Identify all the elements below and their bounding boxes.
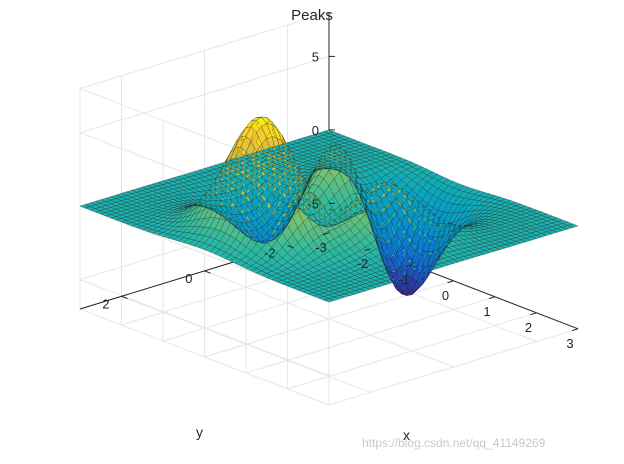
x-tick-mark [405,264,413,268]
z-tick-label: -5 [307,196,319,211]
x-tick-label: 1 [483,304,490,319]
x-axis-label: x [403,427,410,443]
box-line [79,308,330,406]
x-tick-label: -2 [357,256,369,271]
z-tick-label: 0 [312,123,319,138]
x-tick-label: -1 [398,272,410,287]
x-tick-mark [530,312,537,316]
x-tick-mark [447,280,454,284]
x-tick-mark [322,232,330,236]
x-tick-mark [364,248,371,252]
surface-plot [79,116,579,303]
y-tick-mark [121,295,128,300]
x-tick-label: 0 [442,288,449,303]
z-tick-label: 5 [312,49,319,64]
y-tick-label: 0 [185,271,192,286]
box-line [79,11,330,89]
grid-line [204,270,454,368]
y-tick-label: 2 [102,296,109,311]
x-tick-mark [571,328,579,332]
x-tick-label: 3 [566,336,573,351]
x-tick-label: 2 [525,320,532,335]
y-axis-label: y [196,424,203,440]
chart-title: Peaks [291,7,333,24]
x-tick-label: -3 [315,240,327,255]
grid-line [121,295,371,393]
tick-labels: -5 0 5 -2 0 2 -3 -2 -1 0 1 2 3 [102,49,579,351]
surface-patch [567,223,579,228]
y-tick-label: -2 [264,246,276,261]
grid-line [79,279,330,377]
y-tick-mark [204,270,211,274]
x-tick-mark [488,296,496,300]
y-tick-mark [287,245,294,249]
watermark-text: https://blog.csdn.net/qq_41149269 [362,436,546,450]
grid-line [79,55,330,134]
